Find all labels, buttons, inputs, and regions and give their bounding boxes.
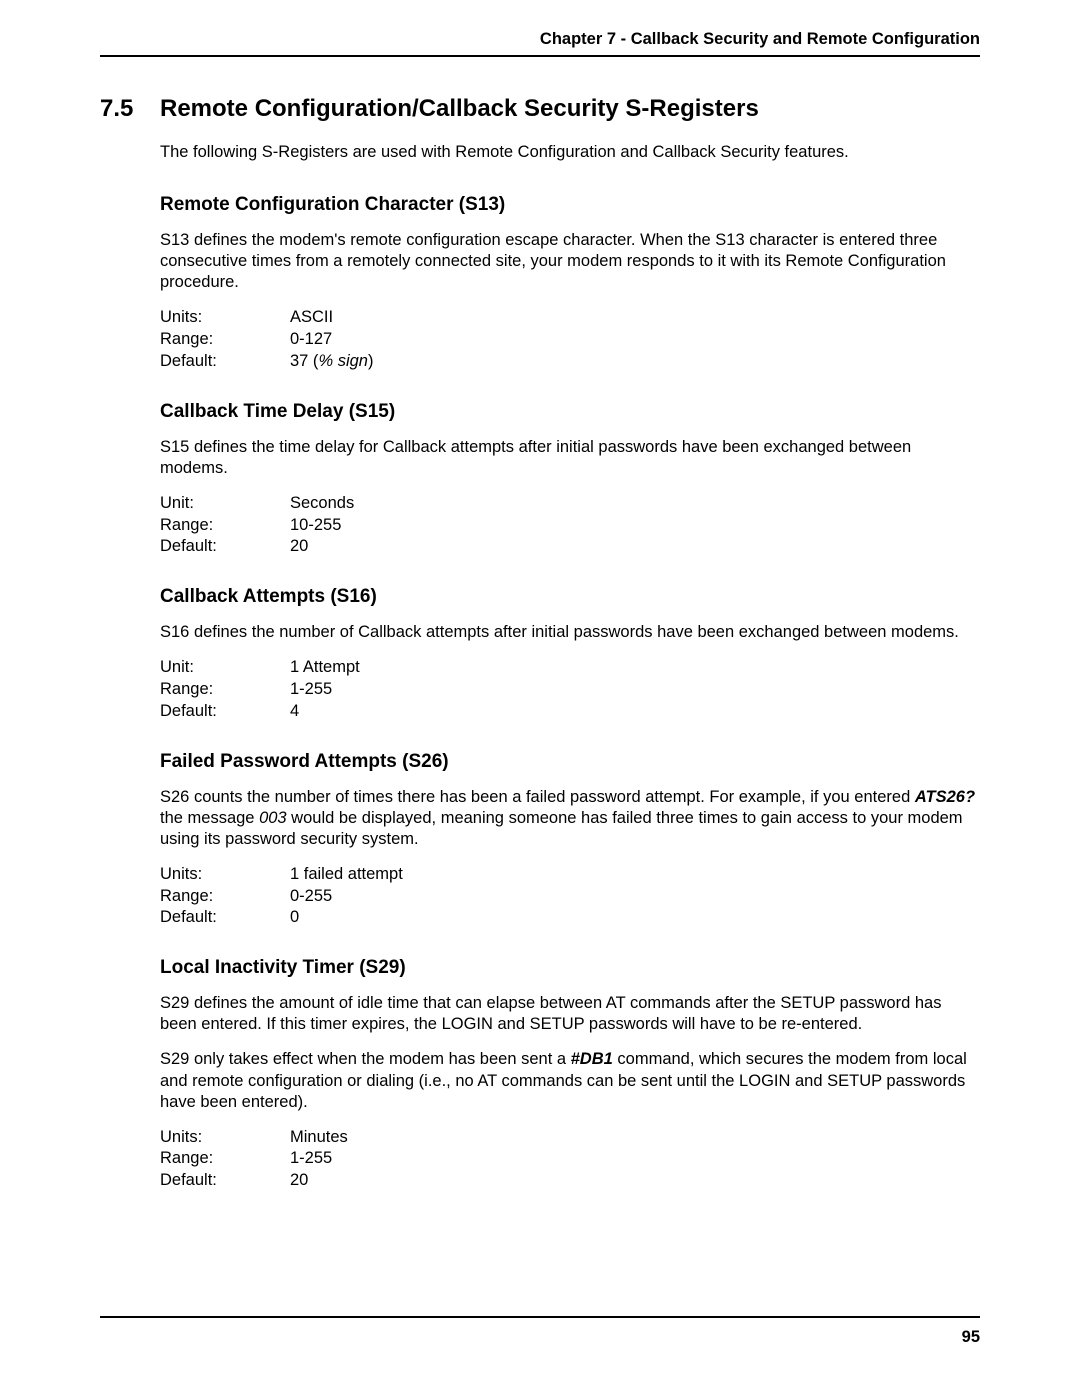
spec-label: Range: — [160, 1148, 290, 1170]
s29-spec-table: Units: Minutes Range: 1-255 Default: 20 — [160, 1127, 980, 1192]
s26-spec-table: Units: 1 failed attempt Range: 0-255 Def… — [160, 864, 980, 929]
spec-label: Range: — [160, 329, 290, 351]
spec-value: Minutes — [290, 1127, 348, 1149]
spec-default-post: ) — [368, 352, 374, 370]
s26-desc-command: ATS26? — [915, 788, 975, 806]
spec-label: Default: — [160, 536, 290, 558]
spec-label: Units: — [160, 1127, 290, 1149]
s13-heading: Remote Configuration Character (S13) — [160, 194, 980, 216]
spec-label: Units: — [160, 307, 290, 329]
spec-label: Unit: — [160, 493, 290, 515]
spec-value: 0 — [290, 907, 299, 929]
spec-label: Default: — [160, 1170, 290, 1192]
s26-desc-pre: S26 counts the number of times there has… — [160, 788, 915, 806]
spec-label: Default: — [160, 907, 290, 929]
s15-spec-table: Unit: Seconds Range: 10-255 Default: 20 — [160, 493, 980, 558]
spec-value: Seconds — [290, 493, 354, 515]
spec-value: 0-255 — [290, 886, 332, 908]
spec-value: 4 — [290, 701, 299, 723]
spec-value: ASCII — [290, 307, 333, 329]
spec-label: Range: — [160, 515, 290, 537]
spec-default-italic: % sign — [318, 352, 368, 370]
spec-label: Range: — [160, 886, 290, 908]
page-number: 95 — [962, 1328, 980, 1346]
page: Chapter 7 - Callback Security and Remote… — [0, 0, 1080, 1397]
section-title-row: 7.5 Remote Configuration/Callback Securi… — [100, 95, 980, 123]
s29-desc2-pre: S29 only takes effect when the modem has… — [160, 1050, 571, 1068]
spec-value: 37 (% sign) — [290, 351, 373, 373]
s29-description-2: S29 only takes effect when the modem has… — [160, 1049, 980, 1112]
table-row: Units: ASCII — [160, 307, 980, 329]
spec-value: 1 Attempt — [290, 657, 360, 679]
spec-value: 10-255 — [290, 515, 341, 537]
spec-label: Unit: — [160, 657, 290, 679]
spec-value: 1-255 — [290, 679, 332, 701]
spec-label: Units: — [160, 864, 290, 886]
table-row: Range: 1-255 — [160, 1148, 980, 1170]
s16-heading: Callback Attempts (S16) — [160, 586, 980, 608]
spec-value: 20 — [290, 536, 308, 558]
table-row: Units: Minutes — [160, 1127, 980, 1149]
section-title: Remote Configuration/Callback Security S… — [160, 95, 759, 123]
spec-value: 20 — [290, 1170, 308, 1192]
table-row: Range: 0-127 — [160, 329, 980, 351]
s26-desc-value: 003 — [259, 809, 287, 827]
spec-label: Default: — [160, 351, 290, 373]
s15-description: S15 defines the time delay for Callback … — [160, 437, 980, 479]
section-number: 7.5 — [100, 95, 160, 123]
page-footer: 95 — [100, 1316, 980, 1347]
s26-description: S26 counts the number of times there has… — [160, 787, 980, 850]
spec-label: Default: — [160, 701, 290, 723]
s16-spec-table: Unit: 1 Attempt Range: 1-255 Default: 4 — [160, 657, 980, 722]
table-row: Default: 0 — [160, 907, 980, 929]
table-row: Unit: 1 Attempt — [160, 657, 980, 679]
section-content: The following S-Registers are used with … — [160, 143, 980, 1192]
table-row: Default: 20 — [160, 1170, 980, 1192]
table-row: Default: 20 — [160, 536, 980, 558]
spec-default-pre: 37 ( — [290, 352, 318, 370]
s26-desc-mid: the message — [160, 809, 259, 827]
s29-description-1: S29 defines the amount of idle time that… — [160, 993, 980, 1035]
table-row: Unit: Seconds — [160, 493, 980, 515]
s16-description: S16 defines the number of Callback attem… — [160, 622, 980, 643]
s26-heading: Failed Password Attempts (S26) — [160, 751, 980, 773]
spec-label: Range: — [160, 679, 290, 701]
s29-desc2-command: #DB1 — [571, 1050, 613, 1068]
section-intro: The following S-Registers are used with … — [160, 143, 980, 162]
s15-heading: Callback Time Delay (S15) — [160, 401, 980, 423]
chapter-header: Chapter 7 - Callback Security and Remote… — [100, 30, 980, 57]
table-row: Default: 4 — [160, 701, 980, 723]
table-row: Range: 1-255 — [160, 679, 980, 701]
table-row: Default: 37 (% sign) — [160, 351, 980, 373]
s29-heading: Local Inactivity Timer (S29) — [160, 957, 980, 979]
s13-spec-table: Units: ASCII Range: 0-127 Default: 37 (%… — [160, 307, 980, 372]
table-row: Units: 1 failed attempt — [160, 864, 980, 886]
spec-value: 0-127 — [290, 329, 332, 351]
table-row: Range: 10-255 — [160, 515, 980, 537]
table-row: Range: 0-255 — [160, 886, 980, 908]
spec-value: 1-255 — [290, 1148, 332, 1170]
spec-value: 1 failed attempt — [290, 864, 403, 886]
s13-description: S13 defines the modem's remote configura… — [160, 230, 980, 293]
